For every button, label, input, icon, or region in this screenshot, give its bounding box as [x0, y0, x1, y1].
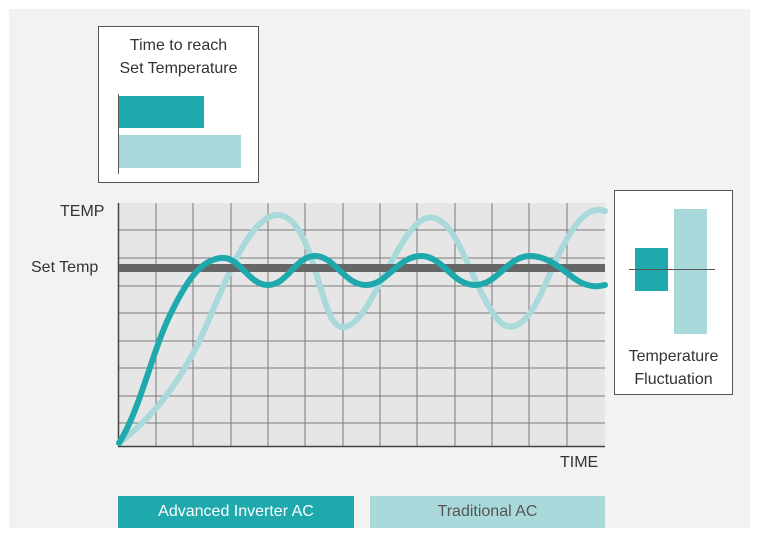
- legend-inverter: Advanced Inverter AC: [118, 496, 354, 528]
- time-bar-traditional: [119, 135, 241, 168]
- fluct-bar-traditional: [674, 209, 707, 334]
- time-box-title-line2: Set Temperature: [119, 60, 238, 77]
- time-to-reach-box: Time to reach Set Temperature: [98, 26, 259, 183]
- y-axis-label: TEMP: [60, 203, 105, 220]
- inverter-ac-curve: [116, 252, 608, 446]
- time-box-axis: [118, 94, 119, 174]
- legend-traditional: Traditional AC: [370, 496, 605, 528]
- fluct-box-title-line2: Fluctuation: [634, 371, 713, 388]
- time-bar-inverter: [119, 96, 204, 128]
- x-axis-label: TIME: [560, 454, 599, 471]
- plot-background: [119, 203, 605, 446]
- fluct-box-title-line1: Temperature: [628, 348, 719, 365]
- fluct-setpoint-line: [629, 269, 715, 270]
- set-temp-label: Set Temp: [31, 259, 99, 276]
- time-box-title-line1: Time to reach: [129, 37, 228, 54]
- temperature-fluctuation-box: Temperature Fluctuation: [614, 190, 733, 395]
